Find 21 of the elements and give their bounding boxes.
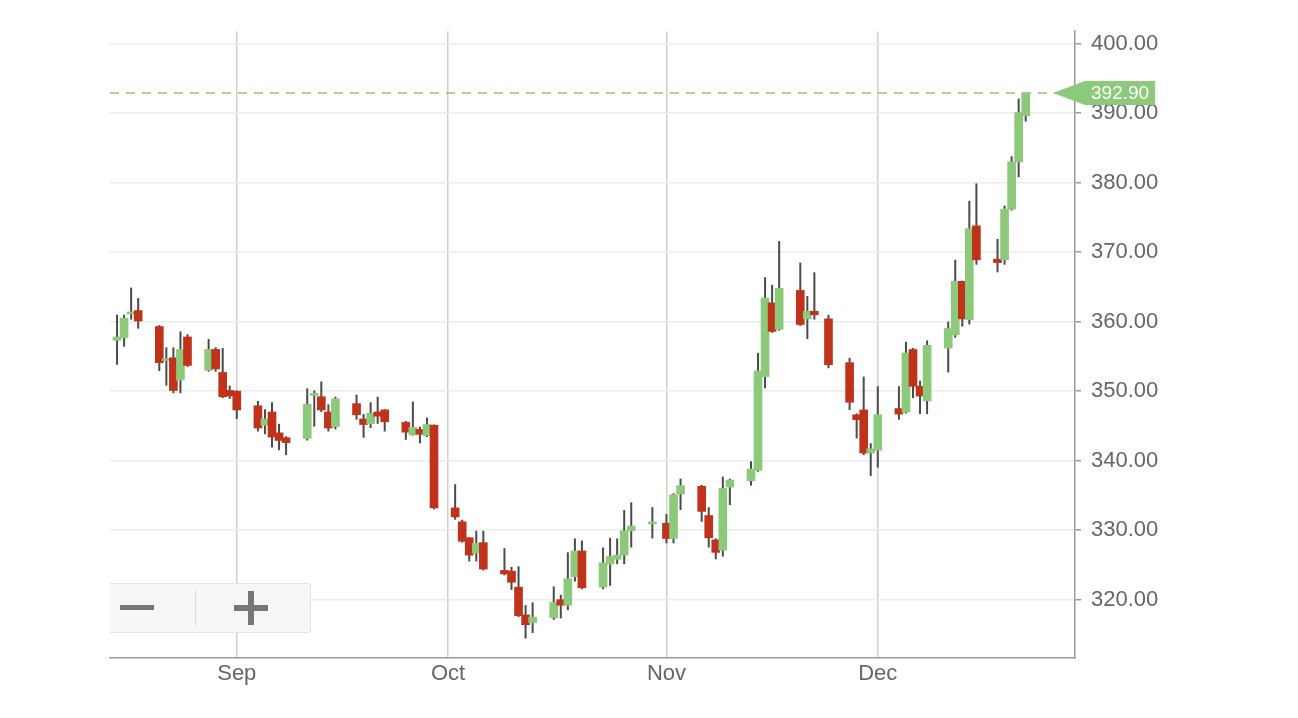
x-tick-label: Nov [646,660,687,686]
x-tick-label: Sep [217,660,257,686]
candlestick [162,346,171,387]
candlestick [993,237,1002,274]
y-tick-label: 370.00 [1091,238,1159,264]
y-tick-label: 340.00 [1091,446,1159,472]
candlestick [528,601,537,634]
ref-line-label: 392.90 [1091,82,1150,104]
y-tick-label: 400.00 [1091,29,1159,55]
candlestick [810,271,819,321]
y-tick-label: 360.00 [1091,307,1159,333]
x-tick-label: Dec [858,660,898,686]
x-tick-label: Oct [430,660,466,686]
y-tick-label: 320.00 [1091,585,1159,611]
candlestick [211,346,220,373]
y-tick-label: 330.00 [1091,516,1159,542]
y-tick-label: 380.00 [1091,168,1159,194]
candlestick [549,585,559,621]
y-tick-label: 350.00 [1091,377,1159,403]
candlestick [133,297,143,330]
candlestick [648,506,657,540]
